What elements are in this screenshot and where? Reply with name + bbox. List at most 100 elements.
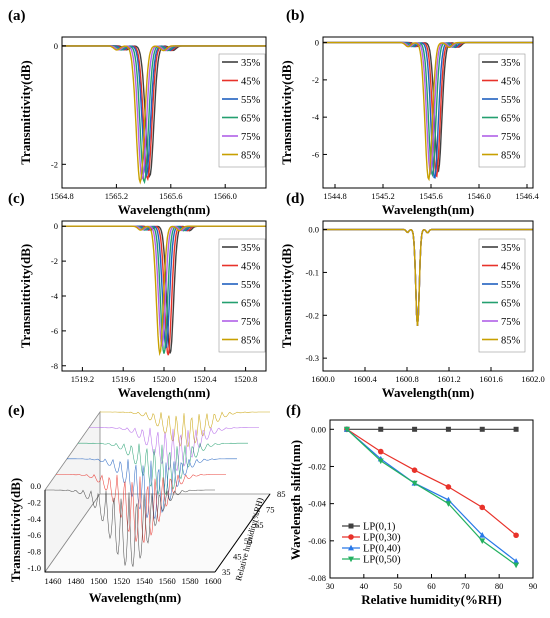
data-point bbox=[513, 558, 520, 564]
x-tick-label: 1565.6 bbox=[159, 191, 182, 201]
x-tick-label: 1460 bbox=[45, 576, 62, 586]
data-point bbox=[479, 532, 486, 538]
x-tick-label: 1600.0 bbox=[311, 374, 334, 384]
x-tick-label: 1560 bbox=[159, 576, 176, 586]
data-point bbox=[445, 501, 452, 507]
series-line-85% bbox=[323, 41, 533, 182]
legend-entry: 45% bbox=[501, 262, 521, 273]
x-tick-label: 70 bbox=[461, 581, 470, 591]
legend: 35% 45% 55% 65% 75% 85% bbox=[218, 53, 266, 168]
waterfall-trace-65 bbox=[78, 442, 248, 496]
data-point bbox=[348, 556, 354, 563]
legend-box bbox=[478, 53, 526, 168]
legend-entry: 65% bbox=[501, 114, 521, 125]
x-tick-label: 1519.2 bbox=[71, 374, 94, 384]
z-tick-label: 75 bbox=[266, 505, 275, 515]
legend-entry: 35% bbox=[501, 243, 521, 254]
panel-label: (d) bbox=[286, 191, 304, 207]
legend-entry: 65% bbox=[241, 114, 261, 125]
legend-entry: 35% bbox=[241, 243, 261, 254]
legend-entry: 35% bbox=[241, 58, 261, 69]
y-tick-label: -0.4 bbox=[28, 514, 42, 524]
data-point bbox=[513, 426, 519, 432]
legend-entry: LP(0,1) bbox=[363, 522, 396, 533]
legend-entry: LP(0,30) bbox=[363, 533, 401, 544]
x-tick-label: 1520 bbox=[113, 576, 130, 586]
legend-entry: 85% bbox=[241, 151, 261, 162]
x-tick-label: 1600.8 bbox=[395, 374, 418, 384]
waterfall-trace-55 bbox=[67, 458, 237, 520]
y-axis-label: Transmittivity(dB) bbox=[8, 478, 23, 582]
data-point bbox=[445, 426, 451, 432]
y-tick-label: -2 bbox=[51, 159, 58, 169]
x-axis-label: Wavelength(nm) bbox=[382, 385, 474, 400]
legend-entry: 75% bbox=[501, 132, 521, 143]
y-axis-label: Transmittivity(dB) bbox=[279, 60, 294, 164]
z-tick-label: 55 bbox=[244, 536, 253, 546]
legend-entry: 75% bbox=[501, 317, 521, 328]
panel-e: (e) 0.0 -0.2 -0.4 -0.6 -0.8 -1.0 1460 1480 1500 15… bbox=[8, 403, 286, 605]
legend-entry: LP(0,40) bbox=[363, 544, 401, 555]
z-tick-label: 65 bbox=[255, 520, 264, 530]
x-axis-label: Wavelength(nm) bbox=[118, 202, 210, 217]
x-tick-label: 1545.6 bbox=[419, 191, 442, 201]
plot-frame bbox=[322, 220, 534, 372]
y-tick-label: -6 bbox=[312, 149, 319, 159]
data-point bbox=[412, 426, 418, 432]
x-tick-label: 1546.0 bbox=[467, 191, 490, 201]
y-axis-label: Wavelength shift(nm) bbox=[288, 440, 303, 560]
y-tick-label: 0.0 bbox=[308, 225, 319, 235]
legend-entry: 85% bbox=[501, 151, 521, 162]
data-point bbox=[377, 458, 384, 465]
y-axis-label: Transmittivity(dB) bbox=[18, 244, 33, 348]
waterfall-trace-75 bbox=[89, 427, 259, 472]
x-axis-label: Relative humidity(%RH) bbox=[361, 592, 501, 607]
x-tick-label: 80 bbox=[495, 581, 504, 591]
y-tick-label: 0.00 bbox=[311, 424, 326, 434]
panel-label: (f) bbox=[286, 403, 301, 419]
x-tick-label: 30 bbox=[326, 581, 335, 591]
x-tick-label: 90 bbox=[529, 581, 538, 591]
y-axis-label: Transmittivity(dB) bbox=[18, 60, 33, 164]
data-point bbox=[445, 484, 452, 490]
x-axis-label: Wavelength(nm) bbox=[89, 590, 181, 605]
data-point bbox=[348, 523, 354, 529]
y-tick-label: -0.3 bbox=[306, 353, 319, 363]
x-axis-label: Wavelength(nm) bbox=[118, 385, 210, 400]
panel-label: (b) bbox=[286, 8, 304, 24]
plot-frame bbox=[329, 419, 534, 579]
panel-label: (a) bbox=[8, 8, 26, 24]
panel-b: (b) 1544.8 1545.2 1545.6 1546.0 1546.4 0 -2 -4 -6… bbox=[279, 8, 539, 217]
x-tick-label: 1545.2 bbox=[371, 191, 394, 201]
series-line-85% bbox=[62, 225, 266, 357]
z-tick-label: 85 bbox=[277, 489, 286, 499]
x-tick-label: 1600.4 bbox=[353, 374, 377, 384]
y-tick-label: 0 bbox=[54, 221, 58, 231]
series-line-LP(0,50) bbox=[346, 428, 517, 566]
waterfall-trace-35 bbox=[45, 489, 215, 567]
panel-a: (a) 1564.8 1565.2 1565.6 1566.0 0 -2 Wavelength… bbox=[8, 8, 267, 217]
panel-c: (c) 1519.2 1519.6 1520.0 1520.4 1520.8 0 -2 -4 -6… bbox=[8, 191, 267, 400]
panel-label: (c) bbox=[8, 191, 25, 207]
panel-d: (d) 1600.0 1600.4 1600.8 1601.2 1601.6 1602.0 0… bbox=[279, 191, 545, 400]
x-tick-label: 1601.6 bbox=[479, 374, 502, 384]
legend: 35% 45% 55% 65% 75% 85% bbox=[478, 53, 526, 168]
waterfall-trace-85 bbox=[100, 411, 270, 448]
legend-entry: 65% bbox=[501, 299, 521, 310]
data-point bbox=[479, 504, 486, 511]
series-line-LP(0,30) bbox=[346, 428, 517, 536]
legend: LP(0,1)LP(0,30)LP(0,40)LP(0,50) bbox=[342, 522, 401, 566]
legend-box bbox=[478, 238, 526, 353]
y-tick-label: -0.2 bbox=[28, 497, 41, 507]
x-tick-label: 1566.0 bbox=[214, 191, 237, 201]
y-tick-label: -4 bbox=[51, 291, 59, 301]
x-tick-label: 60 bbox=[427, 581, 436, 591]
legend-entry: 35% bbox=[501, 58, 521, 69]
y-tick-label: -0.08 bbox=[308, 573, 326, 583]
z-tick-label: 45 bbox=[233, 551, 242, 561]
y-tick-label: -0.6 bbox=[28, 530, 41, 540]
data-point bbox=[377, 448, 384, 455]
data-point bbox=[479, 426, 485, 432]
y-tick-label: 0 bbox=[315, 38, 319, 48]
x-tick-label: 1540 bbox=[136, 576, 153, 586]
